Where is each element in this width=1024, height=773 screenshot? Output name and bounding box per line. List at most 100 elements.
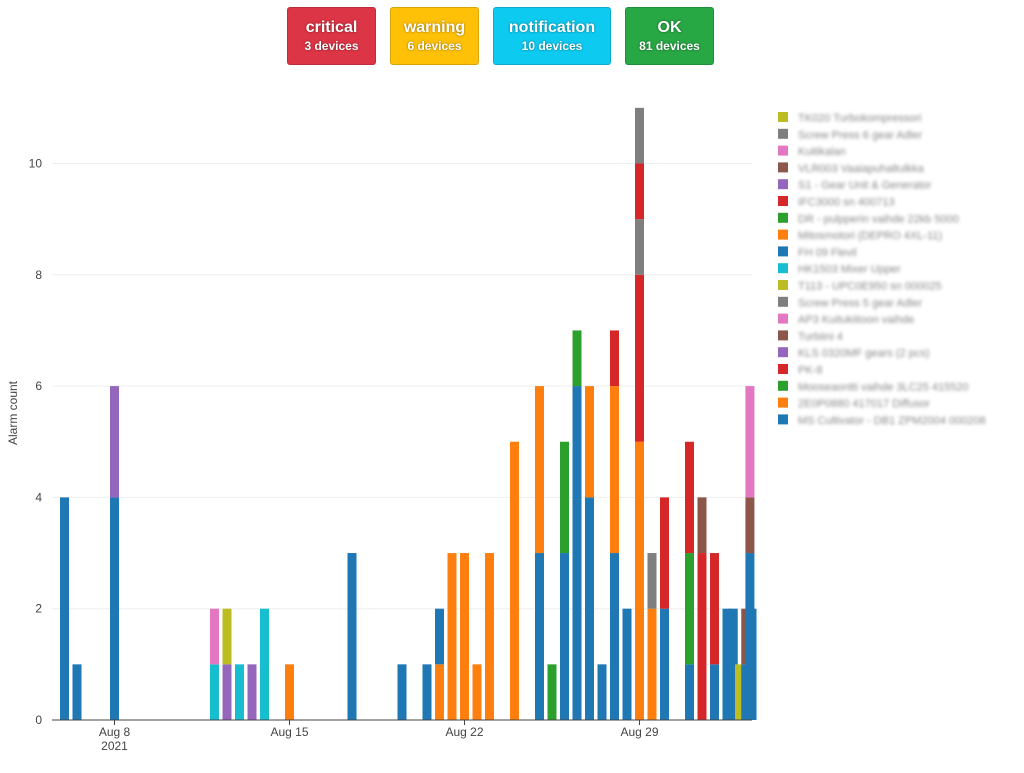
legend: TK020 Turbokompressori Screw Press 6 gear…	[778, 112, 986, 427]
bar-segment	[647, 553, 657, 609]
legend-label: AP3 Kuitukiitoon vaihde	[798, 314, 914, 326]
warning-count: 6 devices	[407, 39, 462, 53]
bar-segment	[447, 553, 457, 720]
bar-segment	[710, 664, 719, 720]
bar-segment	[745, 497, 755, 554]
legend-swatch	[778, 196, 788, 206]
bar-segment	[635, 219, 644, 275]
legend-label: IFC3000 sn 400713	[798, 197, 895, 209]
bar-segment	[247, 664, 257, 720]
bar-segment	[660, 608, 669, 720]
x-tick-label: Aug 22	[445, 725, 483, 739]
bar-segment	[347, 553, 357, 720]
legend-swatch	[778, 128, 788, 139]
bar-segment	[510, 441, 519, 720]
legend-swatch	[778, 296, 788, 307]
bar-segment	[222, 608, 232, 665]
bar-segment	[560, 553, 569, 720]
notification-status-button[interactable]: notification 10 devices	[493, 7, 611, 65]
y-tick-label: 8	[35, 268, 42, 282]
legend-swatch	[778, 364, 788, 374]
bar-segment	[745, 386, 755, 498]
bar-segment	[60, 497, 69, 720]
status-summary: critical 3 devices warning 6 devices not…	[287, 7, 714, 65]
legend-label: S1 - Gear Unit & Generator	[798, 180, 932, 192]
y-tick-label: 6	[35, 379, 42, 393]
legend-label: Screw Press 6 gear Adler	[798, 129, 922, 141]
bar-segment	[635, 441, 644, 720]
bar-segment	[610, 330, 619, 387]
bar-segment	[435, 664, 444, 720]
bar-segment	[685, 664, 694, 720]
legend-label: T113 - UPC0E950 sn 000025	[798, 281, 942, 293]
ok-label: OK	[657, 19, 682, 36]
bar-segment	[110, 497, 119, 720]
legend-label: FH 09 Flevil	[798, 247, 857, 259]
bar-segment	[585, 386, 594, 498]
legend-label: 2E0P0880 417017 Diffusor	[798, 398, 930, 410]
bar-segment	[735, 664, 744, 720]
bar-segment	[222, 664, 232, 720]
bar-segment	[697, 553, 707, 720]
legend-label: HK1503 Mixer Upper	[798, 264, 901, 276]
bar-segment	[547, 664, 557, 720]
bar-segment	[260, 608, 269, 720]
warning-status-button[interactable]: warning 6 devices	[390, 7, 479, 65]
legend-swatch	[778, 263, 788, 274]
legend-swatch	[778, 313, 788, 324]
legend-label: DR - pulpperin vaihde 22kb 5000	[798, 213, 959, 225]
legend-swatch	[778, 347, 788, 358]
legend-swatch	[778, 229, 788, 240]
legend-label: Turbiini 4	[798, 331, 843, 343]
critical-count: 3 devices	[304, 39, 359, 53]
y-axis-title: Alarm count	[6, 380, 20, 445]
x-tick-label: Aug 29	[620, 725, 658, 739]
bar-segment	[485, 553, 494, 720]
legend-label: KLS 0320MF gears (2 pcs)	[798, 348, 929, 360]
bar-segment	[647, 608, 657, 720]
bar-segment	[597, 664, 607, 720]
notification-label: notification	[508, 19, 596, 36]
ok-status-button[interactable]: OK 81 devices	[625, 7, 714, 65]
legend-label: Mitosmotori (DEPRO 4XL-11)	[798, 230, 942, 242]
bar-segment	[622, 608, 632, 720]
legend-swatch	[778, 162, 788, 173]
legend-label: VLR003 Vaaiapuhaltulkka	[798, 163, 925, 175]
bar-segment	[572, 386, 582, 720]
gridlines	[52, 162, 752, 610]
bar-segment	[635, 163, 644, 220]
y-tick-label: 2	[35, 602, 42, 616]
bar-segment	[210, 664, 219, 720]
legend-swatch	[778, 112, 788, 122]
legend-swatch	[778, 397, 788, 408]
legend-swatch	[778, 380, 788, 391]
x-tick-sublabel: 2021	[101, 739, 128, 753]
bar-segment	[610, 386, 619, 554]
bar-segment	[435, 608, 444, 665]
bar-segment	[472, 664, 482, 720]
bar-segment	[660, 497, 669, 609]
critical-status-button[interactable]: critical 3 devices	[287, 7, 376, 65]
y-tick-label: 4	[35, 490, 42, 504]
bar-segment	[535, 386, 544, 554]
legend-label: TK020 Turbokompressori	[798, 113, 922, 125]
bar-segment	[697, 497, 707, 554]
bar-segment	[635, 107, 644, 164]
x-tick-label: Aug 15	[270, 725, 308, 739]
y-tick-label: 0	[35, 713, 42, 727]
bar-segment	[235, 664, 244, 720]
bar-segment	[72, 664, 82, 720]
ok-count: 81 devices	[639, 39, 700, 53]
bar-segment	[685, 441, 694, 554]
bar-segment	[747, 608, 757, 720]
bars	[60, 107, 757, 720]
bar-segment	[460, 553, 469, 720]
bar-segment	[635, 274, 644, 442]
legend-label: PK-8	[798, 365, 822, 377]
legend-swatch	[778, 212, 788, 223]
x-tick-label: Aug 8	[99, 725, 131, 739]
legend-label: MS Cultivator - DB1 ZPM2004 000208	[798, 415, 986, 427]
critical-label: critical	[305, 19, 358, 36]
legend-label: Screw Press 5 gear Adler	[798, 297, 922, 309]
